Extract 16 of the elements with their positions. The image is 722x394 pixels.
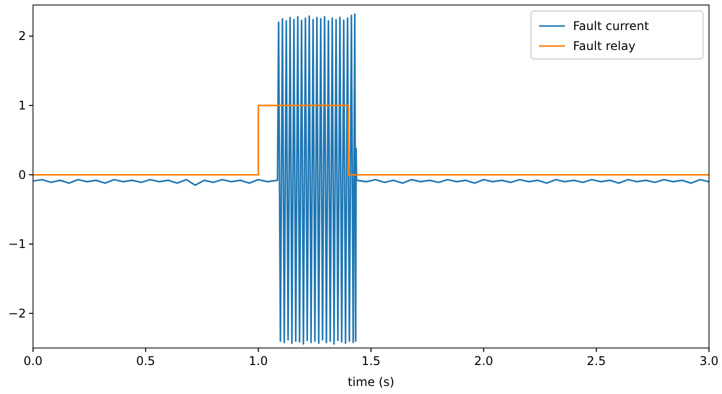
line-series [33, 13, 709, 345]
x-tick-label: 0.5 [136, 354, 156, 368]
y-tick-label: −2 [8, 306, 26, 320]
y-tick-label: 1 [18, 98, 26, 112]
y-tick-label: 0 [18, 168, 26, 182]
x-tick-label: 0.0 [23, 354, 43, 368]
x-axis-title: time (s) [348, 375, 394, 389]
x-tick-label: 3.0 [699, 354, 719, 368]
legend-label: Fault relay [573, 39, 636, 53]
x-tick-label: 1.0 [248, 354, 268, 368]
x-tick-label: 2.0 [474, 354, 494, 368]
x-tick-label: 1.5 [361, 354, 381, 368]
y-tick-label: 2 [18, 29, 26, 44]
x-tick-label: 2.5 [586, 354, 606, 368]
legend-label: Fault current [573, 19, 650, 33]
y-tick-label: −1 [8, 237, 26, 252]
